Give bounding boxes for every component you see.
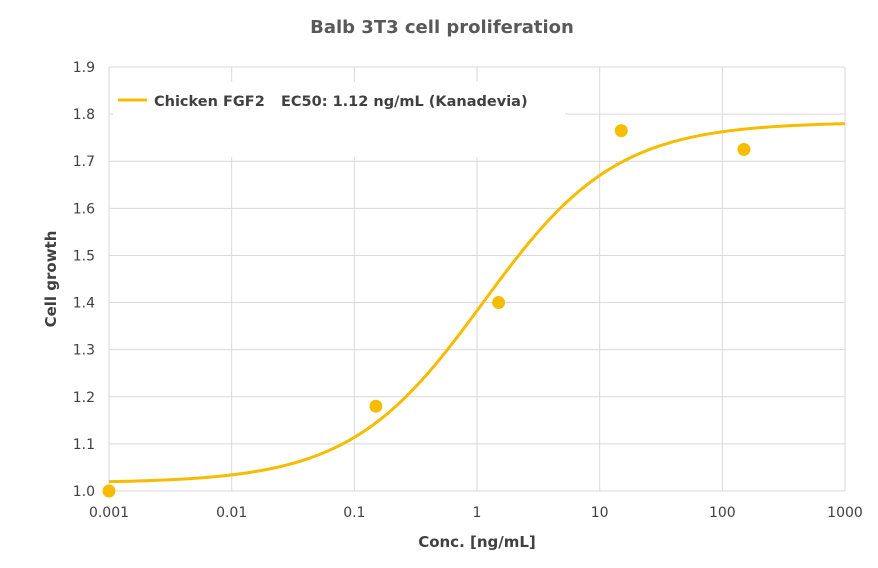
y-tick-label: 1.3	[73, 343, 95, 359]
y-axis-title: Cell growth	[42, 231, 60, 328]
ec50-annotation: EC50: 1.12 ng/mL (Kanadevia)	[281, 94, 528, 110]
y-tick-label: 1.5	[73, 248, 95, 264]
y-tick-label: 1.2	[73, 390, 95, 406]
y-tick-labels: 1.0 1.1 1.2 1.3 1.4 1.5 1.6 1.7 1.8 1.9	[73, 60, 95, 500]
x-tick-labels: 0.001 0.01 0.1 1 10 100 1000	[89, 505, 863, 521]
x-tick-label: 0.1	[343, 505, 365, 521]
data-points	[102, 124, 751, 498]
x-tick-label: 1000	[827, 505, 863, 521]
chart-title: Balb 3T3 cell proliferation	[310, 17, 574, 38]
data-point	[102, 484, 116, 498]
y-tick-label: 1.4	[73, 296, 95, 312]
y-tick-label: 1.6	[73, 201, 95, 217]
y-tick-label: 1.1	[73, 437, 95, 453]
x-tick-label: 1	[473, 505, 482, 521]
x-tick-label: 0.001	[89, 505, 129, 521]
y-tick-label: 1.7	[73, 154, 95, 170]
legend: Chicken FGF2 EC50: 1.12 ng/mL (Kanadevia…	[113, 82, 565, 157]
legend-background	[113, 82, 565, 157]
x-axis-title: Conc. [ng/mL]	[418, 533, 536, 551]
y-tick-label: 1.0	[73, 484, 95, 500]
data-point	[492, 296, 506, 310]
y-tick-label: 1.8	[73, 107, 95, 123]
x-tick-label: 10	[591, 505, 609, 521]
x-tick-label: 0.01	[216, 505, 247, 521]
data-point	[614, 124, 628, 138]
fit-curve	[108, 122, 846, 484]
y-tick-label: 1.9	[73, 60, 95, 76]
fit-curve-layer	[108, 122, 846, 484]
x-tick-label: 100	[709, 505, 736, 521]
data-point	[737, 142, 751, 156]
legend-entry-label: Chicken FGF2	[154, 94, 265, 110]
data-point	[369, 399, 383, 413]
